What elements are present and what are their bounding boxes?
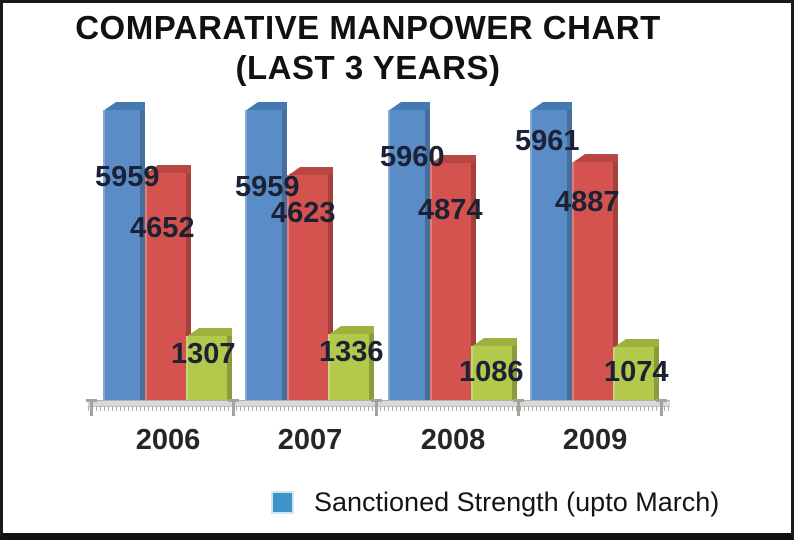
bar-value-label: 5961	[515, 125, 580, 157]
x-axis-major-tick	[86, 399, 97, 416]
bar-front-face	[388, 110, 430, 400]
bar-sanctioned-2007	[245, 102, 287, 400]
bar-green-2008	[471, 338, 517, 400]
bar-front-face	[613, 347, 659, 400]
bar-front-face	[245, 110, 287, 400]
bar-top-face	[145, 165, 191, 174]
bar-red-2007	[287, 167, 333, 400]
bar-top-face	[328, 326, 374, 335]
bar-green-2006	[186, 328, 232, 400]
bar-sanctioned-2008	[388, 102, 430, 400]
x-axis-major-tick	[228, 399, 239, 416]
bar-top-face	[613, 339, 659, 348]
chart-legend: Sanctioned Strength (upto March)	[273, 487, 719, 518]
bar-front-face	[103, 110, 145, 400]
bar-value-label: 5960	[380, 141, 445, 173]
category-label-2009: 2009	[562, 424, 628, 456]
bar-red-2006	[145, 165, 191, 400]
bar-top-face	[572, 154, 618, 163]
bar-front-face	[186, 336, 232, 400]
category-label-2006: 2006	[135, 424, 201, 456]
bar-top-face	[388, 102, 430, 111]
bar-top-face	[471, 338, 517, 347]
bar-green-2009	[613, 339, 659, 400]
bar-top-face	[530, 102, 572, 111]
bar-front-face	[572, 162, 618, 400]
bar-front-face	[145, 173, 191, 400]
bar-front-face	[471, 346, 517, 400]
bar-red-2008	[430, 155, 476, 400]
bar-value-label: 4652	[130, 212, 195, 244]
bar-front-face	[287, 175, 333, 400]
bar-top-face	[245, 102, 287, 111]
bar-top-face	[186, 328, 232, 337]
bar-front-face	[530, 110, 572, 400]
x-axis-major-tick	[513, 399, 524, 416]
legend-label: Sanctioned Strength (upto March)	[314, 487, 720, 517]
bar-front-face	[328, 334, 374, 400]
bar-red-2009	[572, 154, 618, 400]
bar-chart-plot-area: 5959 4652 1307 2006 5959 4623 1336 2007 5960 4874…	[3, 3, 791, 533]
bar-sanctioned-2006	[103, 102, 145, 400]
chart-title-line1: COMPARATIVE MANPOWER CHART	[75, 9, 661, 46]
category-label-2008: 2008	[420, 424, 486, 456]
bar-value-label: 5959	[235, 171, 300, 203]
bar-value-label: 5959	[95, 161, 160, 193]
legend-swatch-blue	[273, 493, 292, 512]
x-axis-minor-ticks	[88, 406, 670, 411]
bar-value-label: 1086	[459, 356, 524, 388]
bar-value-label: 4874	[418, 194, 483, 226]
bar-front-face	[430, 163, 476, 400]
bar-value-label: 1307	[171, 338, 236, 370]
category-label-2007: 2007	[277, 424, 343, 456]
bar-top-face	[430, 155, 476, 164]
chart-title-line2: (LAST 3 YEARS)	[235, 49, 501, 87]
x-axis-major-tick	[371, 399, 382, 416]
bar-value-label: 4887	[555, 186, 620, 218]
bar-top-face	[287, 167, 333, 176]
bar-value-label: 1074	[604, 356, 669, 388]
bar-green-2007	[328, 326, 374, 400]
chart-title: COMPARATIVE MANPOWER CHART (LAST 3 YEARS…	[3, 8, 733, 89]
bar-sanctioned-2009	[530, 102, 572, 400]
x-axis-major-tick	[656, 399, 667, 416]
bar-value-label: 4623	[271, 197, 336, 229]
bar-value-label: 1336	[319, 336, 384, 368]
bar-top-face	[103, 102, 145, 111]
